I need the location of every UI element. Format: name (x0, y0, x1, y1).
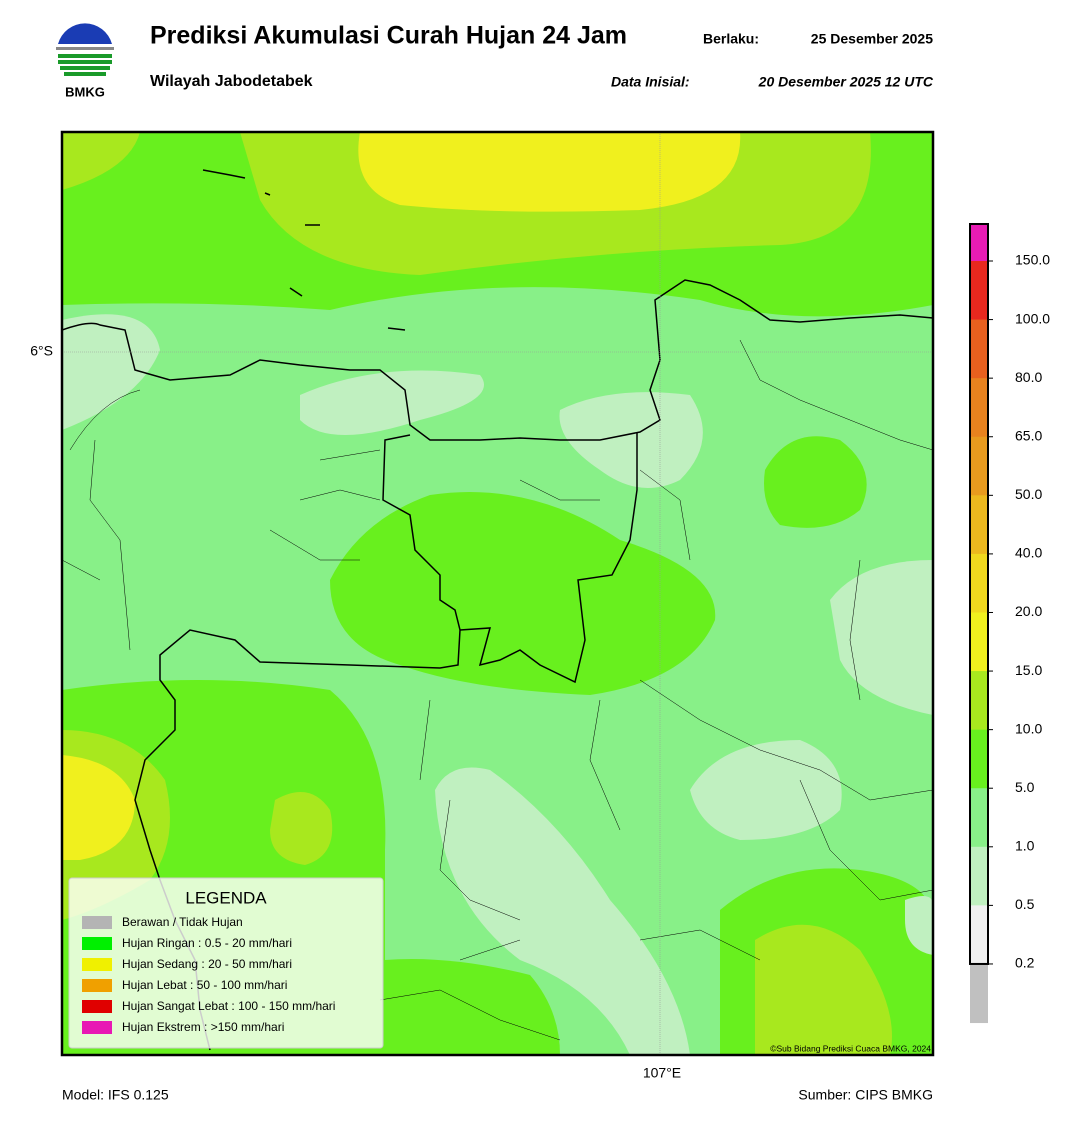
legend: LEGENDA Berawan / Tidak Hujan Hujan Ringa… (68, 877, 384, 1049)
credit: ©Sub Bidang Prediksi Cuaca BMKG, 2024 (770, 1043, 931, 1053)
colorbar-tick-label: 100.0 (1015, 310, 1050, 326)
colorbar-tick-label: 150.0 (1015, 252, 1050, 268)
colorbar-segment (970, 612, 988, 672)
valid-label: Berlaku: (703, 31, 759, 47)
legend-swatch (82, 1021, 112, 1034)
legend-label: Hujan Ringan : 0.5 - 20 mm/hari (122, 936, 292, 950)
legend-swatch (82, 1000, 112, 1013)
colorbar-segment (970, 261, 988, 321)
init-date: 20 Desember 2025 12 UTC (758, 74, 934, 90)
legend-label: Berawan / Tidak Hujan (122, 915, 243, 929)
legend-box (68, 877, 384, 1049)
lon-label: 107°E (643, 1065, 681, 1081)
colorbar-tick-label: 0.2 (1015, 955, 1035, 971)
legend-label: Hujan Lebat : 50 - 100 mm/hari (122, 978, 287, 992)
colorbar-segment (970, 963, 988, 1024)
title: Prediksi Akumulasi Curah Hujan 24 Jam (150, 22, 627, 50)
colorbar-segment (970, 788, 988, 848)
colorbar-tick-label: 50.0 (1015, 486, 1042, 502)
legend-swatch (82, 979, 112, 992)
colorbar-segment (970, 729, 988, 789)
subtitle: Wilayah Jabodetabek (150, 73, 313, 90)
colorbar-segment (970, 224, 988, 262)
colorbar-tick-label: 80.0 (1015, 369, 1042, 385)
colorbar-segment (970, 319, 988, 379)
colorbar-segment (970, 905, 988, 965)
colorbar-segment (970, 378, 988, 438)
colorbar: 150.0 100.0 80.0 65.0 50.0 40.0 20.0 15.0 10.0 5.… (969, 223, 1050, 1024)
colorbar-segment (970, 846, 988, 906)
colorbar-tick-label: 20.0 (1015, 603, 1042, 619)
colorbar-segment (970, 671, 988, 731)
legend-swatch (82, 916, 112, 929)
colorbar-tick-label: 65.0 (1015, 427, 1042, 443)
colorbar-tick-label: 1.0 (1015, 838, 1035, 854)
colorbar-segment (970, 436, 988, 496)
legend-swatch (82, 937, 112, 950)
legend-label: Hujan Sedang : 20 - 50 mm/hari (122, 957, 292, 971)
lat-label: 6°S (30, 343, 53, 359)
logo: BMKG (56, 23, 114, 99)
colorbar-tick-label: 40.0 (1015, 545, 1042, 561)
colorbar-tick-label: 0.5 (1015, 896, 1035, 912)
colorbar-tick-label: 5.0 (1015, 779, 1035, 795)
colorbar-tick-label: 15.0 (1015, 662, 1042, 678)
colorbar-segment (970, 495, 988, 555)
valid-date: 25 Desember 2025 (811, 31, 933, 47)
map-field (62, 132, 933, 1055)
model: Model: IFS 0.125 (62, 1087, 169, 1103)
source: Sumber: CIPS BMKG (798, 1087, 933, 1103)
legend-title: LEGENDA (185, 888, 267, 907)
map-frame (60, 130, 935, 1057)
colorbar-tick-label: 10.0 (1015, 720, 1042, 736)
colorbar-segment (970, 553, 988, 613)
logo-text: BMKG (65, 84, 105, 99)
colorbar-frame (969, 223, 989, 965)
legend-label: Hujan Sangat Lebat : 100 - 150 mm/hari (122, 999, 335, 1013)
legend-label: Hujan Ekstrem : >150 mm/hari (122, 1020, 284, 1034)
legend-swatch (82, 958, 112, 971)
init-label: Data Inisial: (611, 74, 690, 90)
